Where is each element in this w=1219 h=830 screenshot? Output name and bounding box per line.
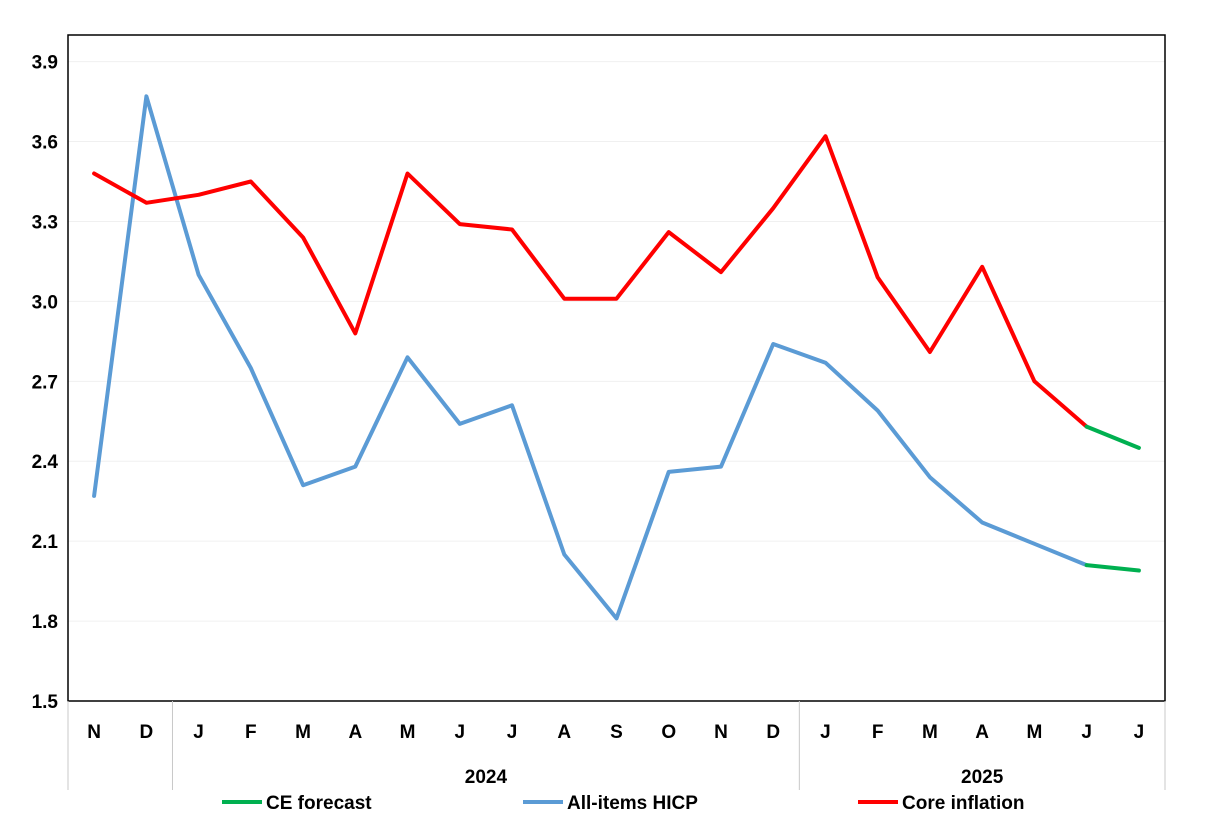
legend: CE forecast All-items HICP Core inflation [222, 793, 1024, 814]
x-tick-label: O [661, 722, 676, 743]
x-tick-label: F [245, 722, 257, 743]
legend-label-all-items-hicp: All-items HICP [567, 793, 698, 814]
plot-area-frame [67, 34, 1166, 702]
y-tick-label: 3.0 [32, 292, 58, 313]
x-tick-label: J [820, 722, 831, 743]
x-tick-label: A [348, 722, 362, 743]
x-tick-label: D [139, 722, 153, 743]
y-tick-label: 2.4 [32, 452, 59, 473]
x-tick-label: M [1026, 722, 1042, 743]
all-items-hicp-line [92, 94, 1089, 621]
y-tick-label: 1.8 [32, 612, 58, 633]
x-tick-label: N [87, 722, 101, 743]
x-tick-label: J [193, 722, 204, 743]
series-lines [92, 94, 1141, 621]
x-tick-label: D [766, 722, 780, 743]
ce-forecast-line [1084, 424, 1141, 450]
axes: 1.5 1.8 2.1 2.4 2.7 3.0 3.3 3.6 3.9 2024 2025 N D J F M… [32, 53, 1166, 790]
legend-label-core-inflation: Core inflation [902, 793, 1024, 814]
x-tick-label: F [872, 722, 884, 743]
x-tick-label: S [610, 722, 623, 743]
x-tick-label: A [557, 722, 571, 743]
ce-forecast-line [1084, 563, 1141, 573]
y-tick-label: 3.6 [32, 133, 58, 154]
core-inflation-line [92, 134, 1089, 429]
legend-label-ce-forecast: CE forecast [266, 793, 372, 814]
x-tick-label: M [295, 722, 311, 743]
y-tick-label: 3.9 [32, 53, 58, 74]
x-tick-label: J [1081, 722, 1092, 743]
y-tick-label: 2.7 [32, 372, 58, 393]
gridlines [68, 61, 1165, 622]
y-tick-label: 3.3 [32, 212, 58, 233]
x-tick-label: J [507, 722, 518, 743]
year-label: 2024 [465, 767, 508, 788]
x-tick-label: M [400, 722, 416, 743]
year-label: 2025 [961, 767, 1004, 788]
x-tick-label: J [1134, 722, 1145, 743]
x-tick-label: M [922, 722, 938, 743]
y-tick-label: 1.5 [32, 692, 59, 713]
y-tick-label: 2.1 [32, 532, 59, 553]
x-tick-label: A [975, 722, 989, 743]
x-tick-label: J [454, 722, 465, 743]
x-tick-label: N [714, 722, 728, 743]
